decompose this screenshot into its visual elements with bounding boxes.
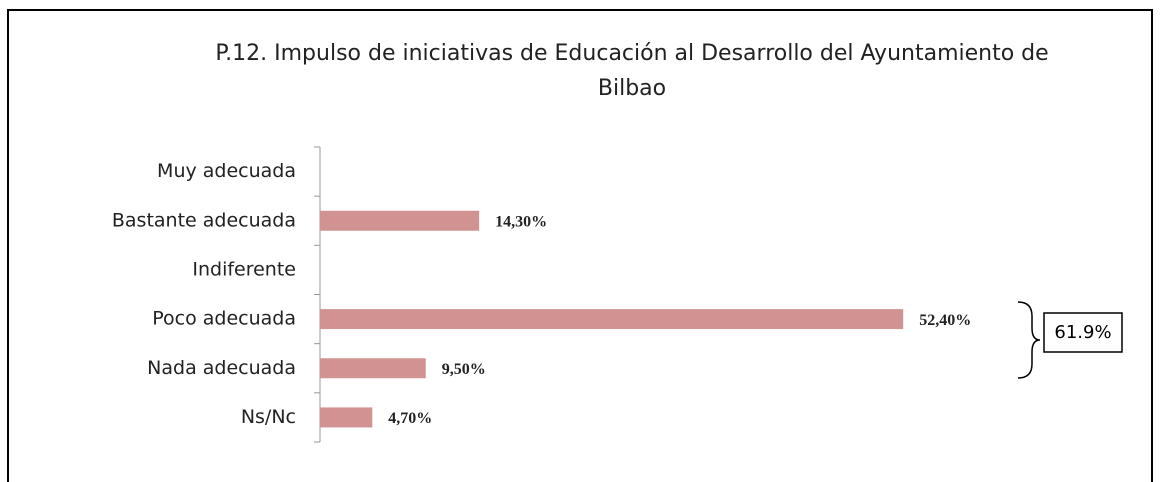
bar — [320, 407, 373, 428]
value-label: 4,70% — [388, 410, 432, 427]
chart-title: P.12. Impulso de iniciativas de Educació… — [215, 41, 1048, 66]
category-label: Muy adecuada — [157, 160, 296, 182]
bar — [320, 210, 480, 231]
bar — [320, 309, 904, 330]
category-label: Ns/Nc — [241, 406, 296, 428]
frame — [7, 9, 1153, 482]
category-label: Poco adecuada — [152, 308, 296, 330]
chart-title: Bilbao — [598, 76, 666, 101]
category-label: Indiferente — [192, 258, 296, 280]
annotation: 61.9% — [1054, 322, 1111, 343]
value-label: 9,50% — [442, 361, 486, 378]
value-label: 14,30% — [495, 213, 547, 230]
category-label: Bastante adecuada — [112, 209, 296, 231]
annotation-box — [1043, 312, 1123, 353]
bracket — [1017, 301, 1041, 379]
bar — [320, 358, 426, 379]
category-label: Nada adecuada — [147, 357, 296, 379]
value-label: 52,40% — [919, 312, 971, 329]
